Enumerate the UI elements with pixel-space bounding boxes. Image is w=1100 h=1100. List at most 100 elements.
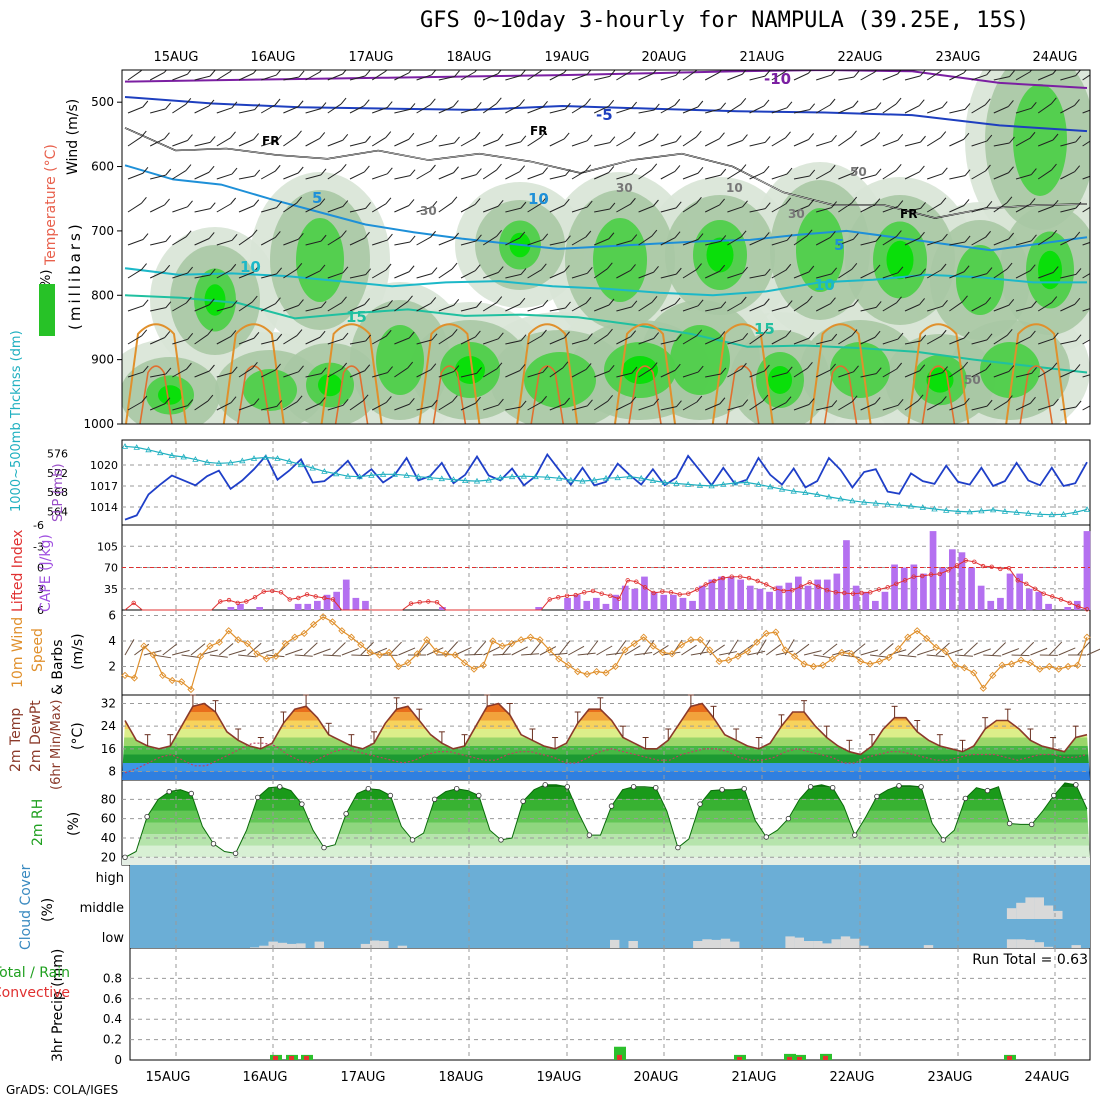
wind-barb-flag (408, 265, 415, 273)
wind-barb (505, 370, 521, 378)
wind-barb-flag (1052, 199, 1059, 207)
wind-barb (416, 170, 431, 180)
wind-barb (438, 334, 453, 345)
cloud-bar (250, 947, 260, 948)
wind-barb (793, 404, 810, 411)
cape-bar (746, 585, 754, 610)
wind-barb (882, 73, 898, 81)
contour-label: 15 (754, 320, 775, 338)
wind-barb-flag (920, 202, 926, 209)
wind-barb-flag (451, 328, 458, 336)
wind-barb (238, 654, 257, 658)
rh-marker (232, 850, 239, 857)
wind10m-labels: 10m Wind Speed & Barbs (m/s) (10, 617, 86, 695)
cloud-bar (360, 943, 371, 948)
wind-barb (483, 73, 499, 81)
wind-barb-flag (498, 398, 504, 406)
date-label-top: 16AUG (250, 50, 295, 65)
wind-barb-flag (362, 394, 369, 402)
thickness-marker (333, 470, 340, 477)
wind-barb-flag (141, 329, 148, 337)
rh-marker (586, 832, 593, 838)
wind-barb-flag (697, 299, 704, 307)
rh-marker (896, 783, 902, 789)
wind-barb (460, 270, 476, 279)
thickness-marker (931, 505, 938, 512)
li-marker (972, 559, 977, 564)
wind-speed-marker (800, 660, 808, 668)
cape-bar (949, 549, 956, 610)
wind-barb-flag (985, 164, 991, 172)
cloud-bar (397, 945, 408, 948)
panel-frame (129, 947, 1091, 1061)
wind-barb (426, 647, 444, 656)
wind-barb (571, 302, 587, 312)
precip-tick-label: 0.6 (103, 992, 122, 1006)
wind-barb (749, 141, 766, 147)
date-label-bottom: 23AUG (927, 1070, 972, 1085)
cloud-bar (1025, 939, 1035, 948)
wind-barb-flag (719, 397, 726, 405)
wind-barb (816, 74, 832, 81)
wind-barb (1082, 206, 1090, 213)
wind-barb-flag (296, 130, 302, 138)
wind-barb-flag (497, 332, 504, 340)
wind-barb (371, 137, 387, 147)
wind-barb (699, 639, 711, 656)
lifted-index-label: Lifted Index (10, 530, 26, 612)
wind-barb (527, 203, 542, 213)
thickness-marker (837, 495, 844, 502)
cape-bar (631, 588, 639, 611)
contour-label: 50 (964, 373, 981, 387)
wind-barb (749, 75, 766, 81)
wind-barb-flag (986, 201, 993, 208)
wind-barb (394, 108, 411, 114)
wind-speed-marker (451, 651, 459, 659)
wind-barb-flag (230, 131, 236, 139)
wind-barb (416, 369, 432, 378)
li-marker (660, 589, 665, 594)
wind-barb-flag (1096, 264, 1100, 270)
wind-barb (616, 402, 631, 411)
wind-barb (593, 400, 608, 411)
temp-band (122, 754, 1090, 763)
wind-barb (194, 141, 211, 147)
cape-bar (862, 591, 870, 610)
li-marker (842, 590, 847, 596)
li-marker (911, 574, 916, 579)
wind-barb (149, 204, 165, 213)
wind-barb (638, 368, 653, 378)
wind-barb-flag (142, 365, 149, 373)
wind-barb (793, 235, 808, 246)
cape-bar (823, 579, 831, 610)
wind-barb (149, 72, 165, 81)
wind-barb-flag (564, 265, 570, 272)
wind-barb (652, 645, 669, 656)
credit-label: GrADS: COLA/IGES (6, 1083, 119, 1097)
wind-barb-flag (742, 134, 748, 141)
wind-barb (816, 140, 832, 147)
wind-barb-flag (675, 135, 682, 142)
wind-barb (815, 369, 831, 378)
thickness-marker (215, 459, 223, 466)
wind-barb-flag (230, 396, 237, 404)
wind-barb (150, 174, 166, 180)
wind-barb (549, 367, 564, 378)
wind-barb (793, 139, 809, 147)
wind-barb-flag (630, 396, 637, 404)
wind-barb (596, 645, 613, 656)
wind-barb-flag (340, 163, 347, 171)
contour-label: 10 (814, 276, 835, 294)
wind-speed-marker (583, 670, 591, 678)
cape-bar (593, 597, 600, 610)
thickness-marker (485, 476, 492, 483)
wind-barb-flag (631, 101, 638, 109)
wind-barb-flag (519, 364, 526, 371)
li-tick-label: 6 (37, 604, 44, 617)
wind-barb (216, 336, 232, 345)
rh-marker (630, 784, 637, 790)
cape-bar (891, 564, 898, 610)
cloud-bar (1053, 910, 1063, 919)
wind-barb (327, 368, 342, 378)
